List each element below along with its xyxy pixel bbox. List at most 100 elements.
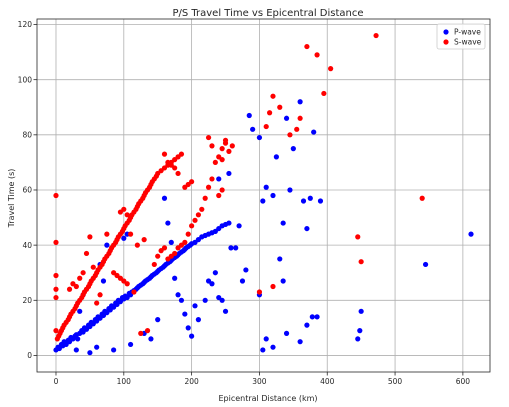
data-point: [309, 314, 315, 320]
data-point: [155, 253, 161, 259]
data-point: [355, 234, 361, 240]
data-point: [283, 330, 290, 336]
data-point: [185, 231, 191, 237]
data-point: [357, 328, 363, 334]
data-point: [263, 123, 269, 130]
data-point: [239, 278, 246, 284]
data-point: [90, 264, 96, 270]
data-point: [53, 192, 59, 199]
data-point: [373, 32, 379, 39]
data-point: [151, 261, 157, 268]
data-point: [209, 281, 215, 287]
data-point: [94, 300, 100, 306]
x-tick-label: 200: [184, 377, 199, 386]
data-point: [205, 134, 212, 141]
p-wave-series: [53, 99, 474, 356]
data-point: [304, 225, 310, 232]
data-point: [134, 242, 140, 248]
data-point: [75, 336, 81, 342]
data-point: [219, 297, 225, 303]
data-point: [297, 99, 303, 105]
x-tick-label: 300: [252, 377, 267, 386]
data-point: [311, 129, 317, 135]
data-point: [358, 308, 364, 314]
data-point: [178, 151, 185, 157]
legend-box: [436, 23, 486, 50]
data-point: [209, 176, 215, 182]
data-point: [80, 270, 86, 276]
data-point: [468, 231, 474, 237]
data-point: [77, 308, 83, 314]
data-point: [277, 256, 283, 262]
data-point: [104, 242, 110, 248]
data-point: [328, 66, 334, 72]
data-point: [100, 278, 107, 284]
data-point: [94, 344, 100, 350]
data-point: [273, 154, 279, 160]
data-point: [422, 261, 429, 268]
data-point: [111, 347, 117, 353]
data-point: [178, 297, 185, 303]
data-point: [236, 223, 242, 229]
data-point: [73, 347, 79, 353]
data-point: [212, 270, 218, 276]
data-point: [280, 220, 286, 226]
y-tick-label: 0: [27, 351, 32, 360]
data-point: [121, 206, 127, 212]
data-point: [287, 187, 293, 193]
data-point: [205, 184, 212, 190]
data-point: [172, 250, 178, 257]
data-point: [104, 231, 110, 237]
x-tick-label: 0: [54, 377, 59, 386]
s-wave-series: [53, 32, 425, 342]
data-point: [168, 239, 174, 245]
data-point: [209, 143, 215, 149]
data-point: [53, 294, 59, 301]
data-point: [53, 272, 59, 279]
y-axis-label: Travel Time (s): [7, 169, 16, 229]
data-point: [222, 140, 229, 146]
data-point: [355, 336, 361, 342]
data-point: [185, 325, 191, 331]
data-point: [53, 286, 59, 292]
legend-marker: [443, 29, 449, 35]
data-point: [70, 281, 76, 287]
data-point: [307, 195, 313, 201]
data-point: [144, 328, 151, 334]
data-point: [233, 245, 239, 251]
data-point: [317, 198, 324, 204]
data-point: [219, 157, 225, 163]
data-point: [202, 195, 208, 201]
y-tick-label: 100: [18, 75, 33, 84]
data-point: [212, 159, 218, 166]
y-axis-ticks: 0 20 40 60 80 100 120: [18, 20, 37, 360]
data-point: [277, 104, 283, 110]
y-tick-label: 40: [22, 241, 32, 250]
data-point: [141, 237, 147, 243]
data-point: [321, 90, 327, 97]
data-point: [270, 192, 276, 199]
data-point: [280, 278, 286, 284]
data-point: [161, 195, 168, 201]
data-point: [226, 170, 232, 177]
data-point: [97, 292, 103, 298]
data-point: [304, 43, 310, 50]
data-point: [297, 339, 303, 345]
x-axis-ticks: 0 100 200 300 400 500 600: [54, 372, 470, 386]
data-point: [124, 281, 130, 287]
data-point: [270, 93, 276, 99]
plot-frame: [36, 18, 491, 373]
x-tick-label: 400: [320, 377, 335, 386]
data-point: [300, 198, 307, 204]
x-axis-label: Epicentral Distance (km): [218, 394, 317, 403]
data-point: [270, 344, 276, 350]
data-point: [172, 275, 178, 281]
data-point: [304, 322, 310, 328]
data-point: [270, 283, 276, 290]
data-point: [127, 231, 134, 237]
data-point: [148, 336, 154, 342]
data-point: [199, 206, 205, 212]
data-point: [87, 234, 93, 240]
data-point: [297, 115, 303, 121]
